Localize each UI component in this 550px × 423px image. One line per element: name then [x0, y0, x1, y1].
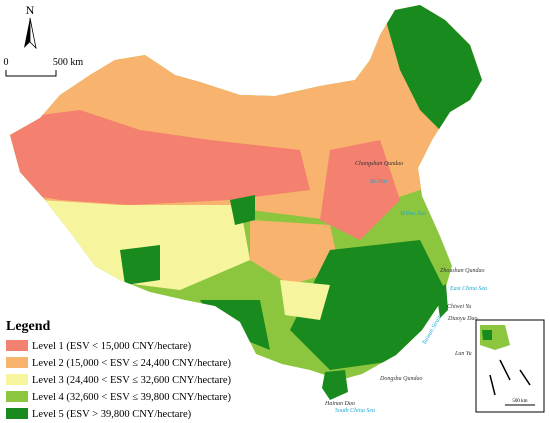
scale-end: 500 km — [53, 57, 84, 68]
hainan-island — [322, 370, 348, 400]
legend-swatch — [6, 340, 28, 351]
place-label: Zhoushan Qundao — [440, 268, 485, 274]
scale-bar: 0 500 km — [4, 57, 84, 77]
inset-scale: 500 km — [512, 399, 527, 404]
sea-label: South China Sea — [335, 408, 375, 414]
north-arrow: N — [24, 3, 37, 50]
north-label: N — [26, 3, 35, 17]
legend-swatch — [6, 391, 28, 402]
place-label: Hainan Dao — [324, 401, 355, 407]
taiwan-island — [436, 284, 448, 318]
legend-swatch — [6, 408, 28, 419]
scale-start: 0 — [4, 57, 9, 68]
place-label: Lan Yu — [454, 351, 472, 357]
legend-label: Level 2 (15,000 < ESV ≤ 24,400 CNY/hecta… — [32, 358, 231, 369]
sea-label: East China Sea — [449, 286, 487, 292]
legend-swatch — [6, 374, 28, 385]
legend-label: Level 1 (ESV < 15,000 CNY/hectare) — [32, 341, 192, 352]
sea-label: Yellow Sea — [400, 211, 426, 217]
inset-map: 500 km — [475, 319, 545, 413]
legend-label: Level 4 (32,600 < ESV ≤ 39,800 CNY/hecta… — [32, 392, 231, 403]
place-label: Changshan Qundao — [355, 161, 403, 167]
place-label: Dongsha Qundao — [379, 376, 423, 382]
legend-title: Legend — [6, 319, 51, 334]
legend-label: Level 3 (24,400 < ESV ≤ 32,600 CNY/hecta… — [32, 375, 231, 386]
place-label: Diaoyu Dao — [447, 316, 478, 322]
legend: Legend Level 1 (ESV < 15,000 CNY/hectare… — [6, 319, 231, 420]
legend-swatch — [6, 357, 28, 368]
legend-label: Level 5 (ESV > 39,800 CNY/hectare) — [32, 409, 192, 420]
sea-label: Bo Hai — [370, 179, 387, 185]
place-label: Chiwei Yu — [447, 304, 471, 310]
